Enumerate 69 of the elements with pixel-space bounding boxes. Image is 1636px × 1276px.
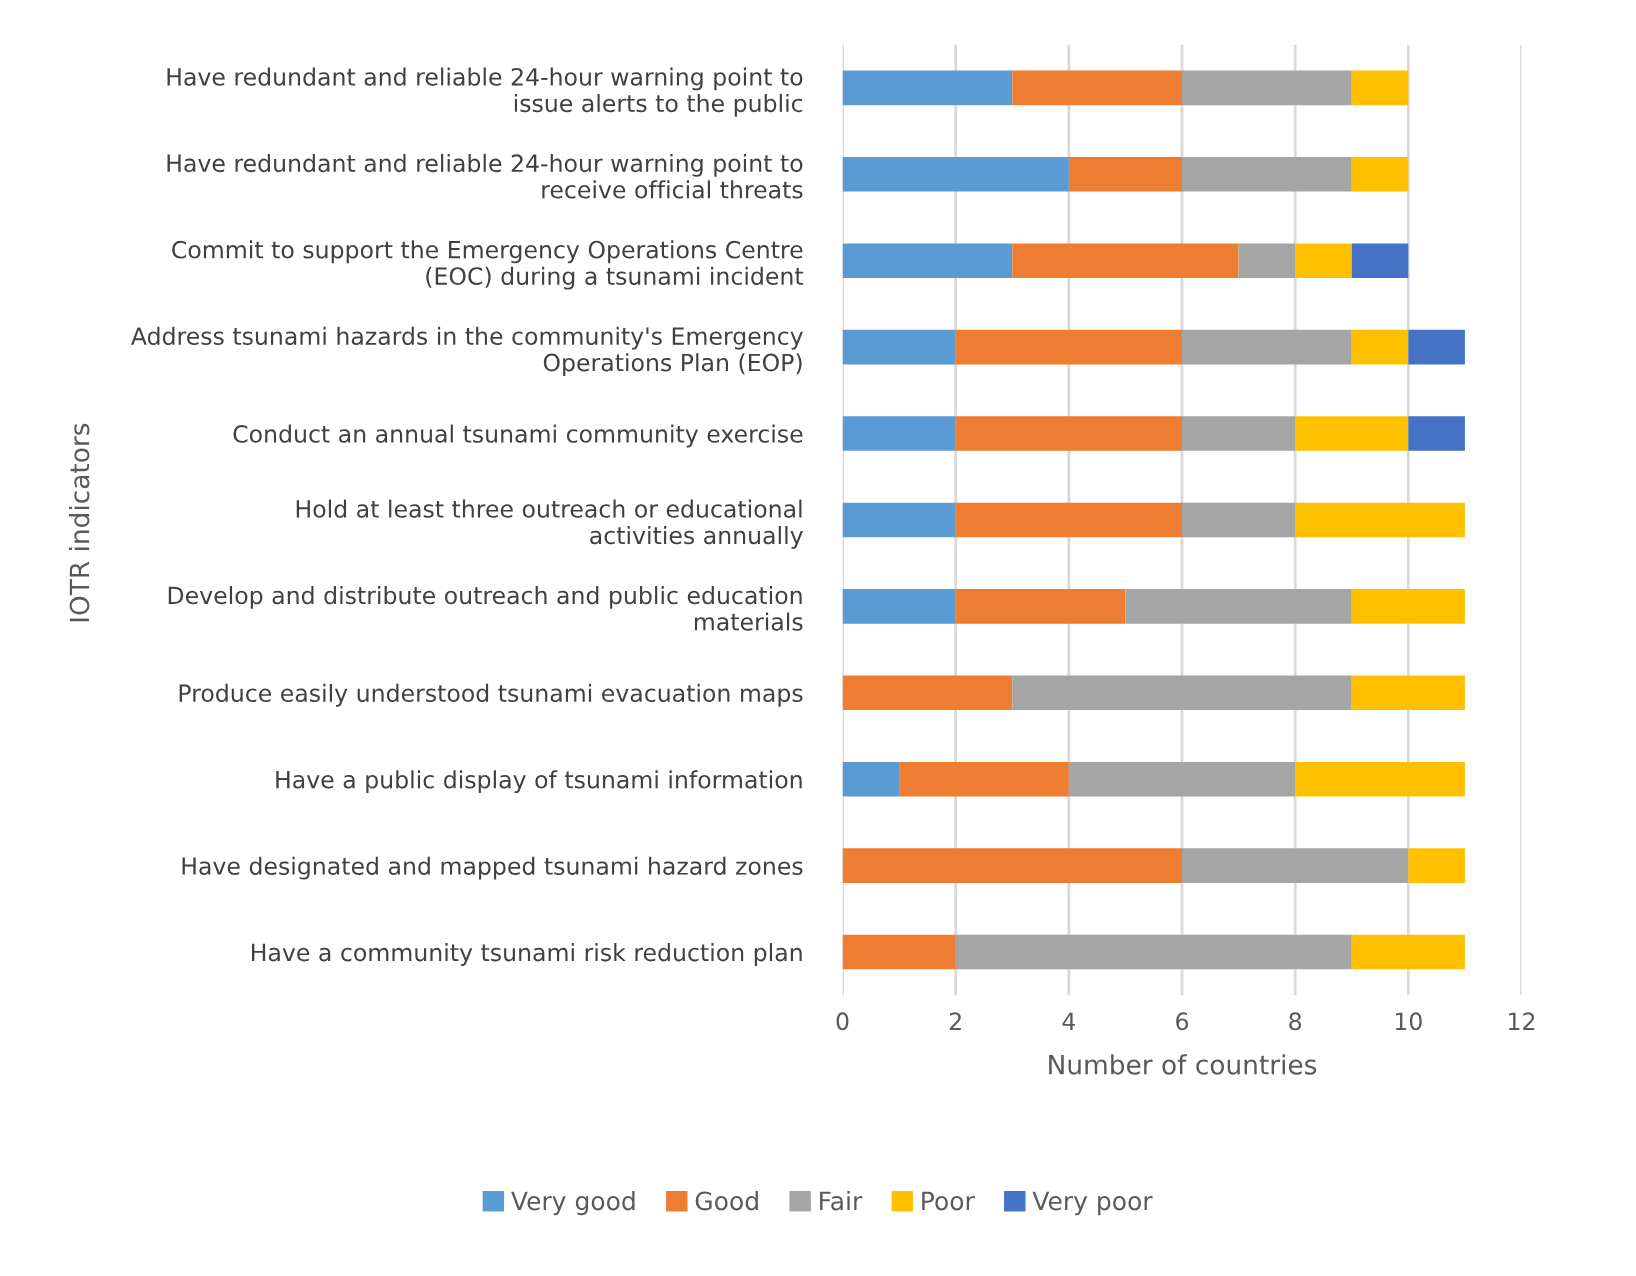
bar xyxy=(1182,157,1352,192)
bar xyxy=(1012,243,1239,278)
bar xyxy=(1182,70,1352,106)
legend-label: Good xyxy=(695,1191,758,1211)
bar xyxy=(1125,589,1352,624)
y-tick-label: Have designated and mapped tsunami hazard zones xyxy=(182,856,803,880)
bar xyxy=(1012,675,1352,711)
y-tick-label: Address tsunami hazards in the community's Emergency Operations Plan (EOP) xyxy=(131,326,803,377)
bar xyxy=(842,416,956,451)
bar xyxy=(1068,761,1296,797)
bar xyxy=(1351,329,1409,365)
y-tick-label: Have redundant and reliable 24-hour warning point to issue alerts to the public xyxy=(167,67,803,117)
bar xyxy=(1295,761,1465,797)
bar xyxy=(955,502,1183,538)
x-tick-label: 0 xyxy=(836,1012,849,1031)
bar xyxy=(955,329,1183,365)
bar xyxy=(1182,416,1296,451)
x-tick-label: 10 xyxy=(1395,1012,1422,1031)
bar xyxy=(842,502,956,538)
x-tick-label: 8 xyxy=(1289,1012,1302,1031)
bar xyxy=(842,934,956,970)
bar xyxy=(955,934,1352,970)
x-tick-label: 12 xyxy=(1509,1012,1535,1030)
bar xyxy=(1182,848,1409,883)
bar xyxy=(1182,502,1296,538)
x-axis-title: Number of countries xyxy=(1049,1054,1317,1075)
y-tick-label: Conduct an annual tsunami community exercise xyxy=(233,424,803,448)
y-tick-label: Produce easily understood tsunami evacuation maps xyxy=(179,683,803,707)
bar xyxy=(842,675,1013,711)
bar xyxy=(899,761,1069,797)
bar xyxy=(955,416,1183,451)
bar xyxy=(842,157,1069,192)
bar xyxy=(842,761,900,797)
bar xyxy=(842,589,956,624)
legend-label: Poor xyxy=(922,1191,975,1211)
bar xyxy=(842,243,1013,278)
bar xyxy=(1182,329,1352,365)
bar xyxy=(955,589,1126,624)
bar xyxy=(1408,329,1465,365)
bar xyxy=(1295,502,1465,538)
bar xyxy=(1351,157,1409,192)
bar xyxy=(1295,416,1409,451)
bar xyxy=(1295,243,1352,278)
legend-label: Very good xyxy=(511,1191,635,1216)
bar xyxy=(1238,243,1296,278)
y-axis-title: IOTR indicators xyxy=(69,423,90,622)
bar xyxy=(1351,70,1409,106)
y-tick-label: Hold at least three outreach or educational activities annually xyxy=(296,499,803,549)
y-tick-label: Have a community tsunami risk reduction plan xyxy=(252,943,802,966)
x-tick-label: 2 xyxy=(949,1012,961,1030)
y-tick-label: Commit to support the Emergency Operations Centre (EOC) during a tsunami incident xyxy=(172,240,804,290)
y-tick-label: Develop and distribute outreach and public education materials xyxy=(168,585,803,631)
bar xyxy=(1351,243,1409,278)
bar xyxy=(1351,589,1465,624)
bar xyxy=(1351,675,1465,711)
bar xyxy=(1068,157,1183,192)
legend-label: Very poor xyxy=(1032,1191,1153,1216)
bar xyxy=(1351,934,1465,970)
y-tick-label: Have redundant and reliable 24-hour warning point to receive official threats xyxy=(167,153,803,199)
y-tick-label: Have a public display of tsunami information xyxy=(276,770,802,794)
bar xyxy=(1408,416,1465,451)
bar xyxy=(842,329,956,365)
bar xyxy=(1408,848,1465,883)
bar xyxy=(1012,70,1183,106)
bar xyxy=(842,70,1013,106)
x-tick-label: 6 xyxy=(1176,1012,1189,1031)
bar xyxy=(842,848,1183,883)
legend-label: Fair xyxy=(820,1191,863,1211)
x-tick-label: 4 xyxy=(1062,1012,1076,1030)
